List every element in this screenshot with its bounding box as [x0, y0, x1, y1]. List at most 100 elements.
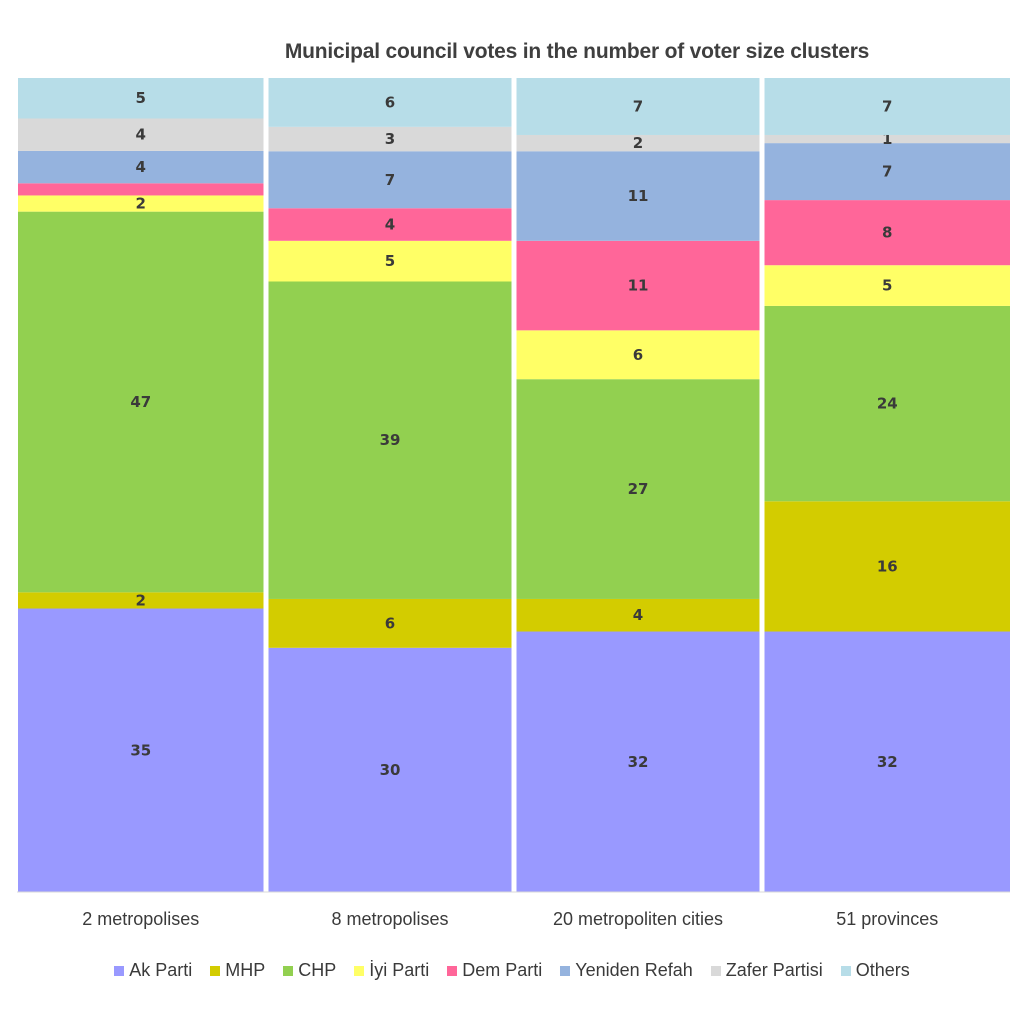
bar-stack-51-provinces: 32 16 24 5 8 7 1 7	[764, 78, 1010, 892]
bar-segment-zafer-partisi	[764, 134, 1010, 144]
bar-stack-2-metropolises: 35 2 47 2 4 4 5	[18, 78, 264, 892]
data-label: 5	[882, 277, 892, 295]
category-labels: 2 metropolises 8 metropolises 20 metropoli…	[82, 909, 938, 929]
data-label: 4	[385, 216, 395, 234]
data-label: 3	[385, 130, 395, 148]
legend-label: İyi Parti	[369, 960, 430, 980]
data-label: 35	[130, 741, 151, 759]
bar-segment-zafer-partisi	[268, 126, 512, 152]
data-label: 32	[628, 753, 649, 771]
legend: Ak Parti MHP CHP İyi Parti Dem Parti Yeniden …	[0, 960, 1024, 981]
x-tick-label: 20 metropoliten cities	[553, 909, 723, 929]
bar-segment-ak-parti	[18, 608, 264, 892]
data-label: 11	[628, 187, 649, 205]
legend-item-others: Others	[840, 960, 910, 981]
legend-swatch	[354, 965, 365, 976]
data-label: 6	[385, 614, 395, 632]
bar-segment-i-yi-parti	[268, 240, 512, 282]
data-label: 2	[136, 195, 146, 213]
legend-item-i-yi-parti: İyi Parti	[354, 960, 429, 981]
data-label: 24	[877, 395, 898, 413]
data-label: 8	[882, 224, 892, 242]
bar-segment-ak-parti	[764, 631, 1010, 892]
legend-swatch	[210, 965, 221, 976]
bar-segment-dem-parti	[268, 208, 512, 241]
data-label: 2	[633, 134, 643, 152]
x-tick-label: 8 metropolises	[331, 909, 448, 929]
bars-group: 3524724453063954736324276111127321624587…	[18, 78, 1010, 892]
legend-label: Others	[855, 960, 910, 980]
data-label: 6	[385, 93, 395, 111]
legend-item-chp: CHP	[283, 960, 336, 981]
legend-label: MHP	[225, 960, 266, 980]
bar-segment-zafer-partisi	[18, 118, 264, 151]
bar-segment-mhp	[268, 598, 512, 648]
data-label: 5	[385, 252, 395, 270]
data-label: 4	[633, 606, 643, 624]
bar-segment-yeniden-refah	[18, 150, 264, 184]
bar-segment-others	[764, 78, 1010, 135]
bar-segment-chp	[268, 281, 512, 599]
bar-segment-yeniden-refah	[764, 143, 1010, 201]
chart-title: Municipal council votes in the number of…	[284, 40, 870, 63]
legend-swatch	[560, 965, 571, 976]
bar-segment-dem-parti	[516, 240, 760, 331]
x-tick-label: 2 metropolises	[82, 909, 199, 929]
data-label: 27	[628, 480, 649, 498]
legend-label: Dem Parti	[462, 960, 543, 980]
legend-item-mhp: MHP	[210, 960, 265, 981]
legend-item-ak-parti: Ak Parti	[114, 960, 192, 981]
bar-segment-yeniden-refah	[268, 151, 512, 209]
legend-swatch	[447, 965, 458, 976]
data-label: 11	[628, 277, 649, 295]
legend-item-dem-parti: Dem Parti	[447, 960, 542, 981]
stacked-bar-chart: 3524724453063954736324276111127321624587…	[17, 78, 1010, 929]
bar-segment-ak-parti	[268, 647, 512, 892]
legend-item-yeniden-refah: Yeniden Refah	[560, 960, 693, 981]
bar-segment-mhp	[18, 592, 264, 609]
bar-segment-dem-parti	[18, 183, 264, 196]
bar-segment-chp	[516, 379, 760, 599]
data-label: 6	[633, 346, 643, 364]
data-label: 7	[882, 163, 892, 181]
bar-segment-chp	[18, 211, 264, 593]
bar-segment-i-yi-parti	[764, 265, 1010, 306]
data-label: 5	[136, 89, 146, 107]
bar-segment-i-yi-parti	[516, 330, 760, 380]
bar-segment-chp	[764, 305, 1010, 502]
legend-label: Ak Parti	[129, 960, 193, 980]
data-label: 4	[136, 158, 146, 176]
bar-segment-dem-parti	[764, 200, 1010, 266]
bar-segment-others	[18, 78, 264, 119]
data-label: 30	[380, 761, 401, 779]
bar-segment-yeniden-refah	[516, 151, 760, 241]
bar-segment-zafer-partisi	[516, 134, 760, 152]
legend-swatch	[283, 965, 294, 976]
data-label: 7	[882, 97, 892, 115]
bar-segment-ak-parti	[516, 631, 760, 892]
x-tick-label: 51 provinces	[836, 909, 938, 929]
data-label: 1	[882, 130, 892, 148]
bar-stack-8-metropolises: 30 6 39 5 4 7 3 6	[268, 78, 512, 892]
legend-swatch	[710, 965, 721, 976]
data-label: 32	[877, 753, 898, 771]
data-label: 7	[385, 171, 395, 189]
data-label: 4	[136, 126, 146, 144]
bar-segment-i-yi-parti	[18, 195, 264, 212]
bar-segment-others	[516, 78, 760, 135]
legend-label: Zafer Partisi	[725, 960, 823, 980]
bar-segment-others	[268, 78, 512, 127]
legend-label: Yeniden Refah	[575, 960, 693, 980]
legend-swatch	[840, 965, 851, 976]
legend-swatch	[114, 965, 125, 976]
legend-label: CHP	[298, 960, 337, 980]
bar-segment-mhp	[764, 501, 1010, 632]
bar-segment-mhp	[516, 598, 760, 632]
data-label: 2	[136, 591, 146, 609]
data-label: 7	[633, 97, 643, 115]
data-label: 39	[380, 431, 401, 449]
data-label: 16	[877, 557, 898, 575]
data-label: 47	[130, 393, 151, 411]
legend-item-zafer-partisi: Zafer Partisi	[710, 960, 823, 981]
